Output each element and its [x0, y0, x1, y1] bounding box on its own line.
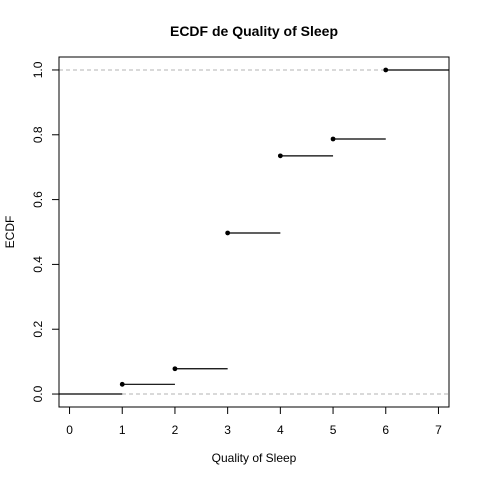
reference-lines	[59, 69, 449, 395]
x-axis: 0 1 2 3 4 5 6 7	[66, 406, 442, 437]
step-point	[172, 366, 178, 372]
x-tick-label: 2	[172, 423, 179, 437]
plot-frame	[58, 56, 450, 408]
y-axis: 0.0 0.2 0.4 0.6 0.8 1.0	[31, 61, 60, 402]
step-point	[225, 230, 231, 236]
x-tick-label: 1	[119, 423, 126, 437]
step-point	[383, 67, 389, 73]
y-tick-label: 0.0	[31, 385, 45, 402]
y-tick-label: 0.8	[31, 126, 45, 143]
step-point	[277, 153, 283, 159]
x-tick-label: 5	[330, 423, 337, 437]
chart-title: ECDF de Quality of Sleep	[170, 23, 338, 39]
ecdf-steps	[59, 67, 449, 395]
x-tick-label: 6	[382, 423, 389, 437]
step-point	[330, 136, 336, 142]
y-tick-label: 0.6	[31, 191, 45, 208]
x-tick-label: 0	[66, 423, 73, 437]
y-axis-label: ECDF	[3, 216, 17, 249]
y-tick-label: 1.0	[31, 61, 45, 78]
y-tick-label: 0.4	[31, 256, 45, 273]
x-tick-label: 3	[224, 423, 231, 437]
step-point	[119, 381, 125, 387]
x-tick-label: 4	[277, 423, 284, 437]
y-tick-label: 0.2	[31, 321, 45, 338]
x-tick-label: 7	[435, 423, 442, 437]
x-axis-label: Quality of Sleep	[212, 451, 297, 465]
